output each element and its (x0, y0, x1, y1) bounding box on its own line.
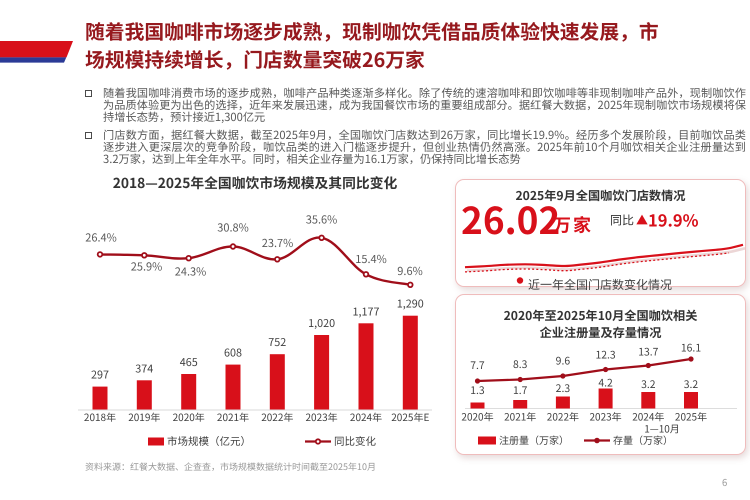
svg-text:2020年: 2020年 (173, 409, 205, 424)
svg-text:35.6%: 35.6% (306, 212, 338, 228)
svg-text:2024年: 2024年 (350, 409, 382, 424)
svg-text:7.7: 7.7 (470, 357, 485, 372)
svg-text:2023年: 2023年 (589, 409, 621, 424)
svg-text:26.4%: 26.4% (85, 230, 117, 246)
svg-text:608: 608 (224, 345, 242, 361)
svg-text:2019年: 2019年 (128, 409, 160, 424)
svg-text:▲: ▲ (636, 212, 648, 229)
svg-text:9.6%: 9.6% (397, 263, 422, 279)
svg-text:同比变化: 同比变化 (334, 434, 376, 449)
svg-text:1—10月: 1—10月 (644, 421, 680, 436)
svg-text:2022年: 2022年 (261, 409, 293, 424)
svg-text:374: 374 (135, 360, 153, 376)
svg-text:26.02: 26.02 (461, 191, 560, 245)
svg-text:2.3: 2.3 (556, 380, 571, 395)
svg-text:同比: 同比 (610, 212, 634, 229)
svg-text:13.7: 13.7 (638, 344, 658, 359)
svg-text:2022年: 2022年 (547, 409, 579, 424)
svg-text:存量（万家）: 存量（万家） (613, 432, 673, 447)
svg-text:297: 297 (91, 367, 109, 383)
svg-text:12.3: 12.3 (595, 347, 615, 362)
svg-text:752: 752 (268, 334, 286, 350)
svg-text:16.1: 16.1 (681, 340, 701, 355)
svg-text:25.9%: 25.9% (131, 259, 163, 275)
svg-text:24.3%: 24.3% (175, 264, 207, 280)
svg-text:15.4%: 15.4% (355, 251, 387, 267)
svg-text:3.2: 3.2 (684, 376, 699, 391)
svg-text:1.7: 1.7 (513, 382, 528, 397)
svg-text:30.8%: 30.8% (217, 220, 249, 236)
svg-text:1.3: 1.3 (470, 382, 485, 397)
svg-text:2024年: 2024年 (632, 409, 664, 424)
svg-text:2020年: 2020年 (461, 409, 493, 424)
svg-text:23.7%: 23.7% (262, 235, 294, 251)
svg-text:注册量（万家）: 注册量（万家） (499, 432, 569, 447)
svg-text:1,290: 1,290 (397, 296, 424, 312)
svg-text:8.3: 8.3 (513, 356, 528, 371)
svg-text:2018年: 2018年 (84, 409, 116, 424)
svg-text:市场规模（亿元）: 市场规模（亿元） (167, 434, 251, 449)
svg-text:2023年: 2023年 (305, 409, 337, 424)
svg-text:万家: 万家 (553, 212, 593, 238)
svg-text:9.6: 9.6 (556, 353, 571, 368)
svg-text:1,020: 1,020 (308, 315, 335, 331)
svg-text:2025年E: 2025年E (391, 409, 429, 424)
svg-text:465: 465 (180, 354, 198, 370)
svg-text:3.2: 3.2 (641, 376, 656, 391)
svg-text:19.9%: 19.9% (648, 208, 699, 232)
svg-text:2025年: 2025年 (675, 409, 707, 424)
svg-text:2021年: 2021年 (504, 409, 536, 424)
svg-text:4.2: 4.2 (598, 375, 613, 390)
svg-text:1,177: 1,177 (353, 303, 380, 319)
svg-text:2021年: 2021年 (217, 409, 249, 424)
